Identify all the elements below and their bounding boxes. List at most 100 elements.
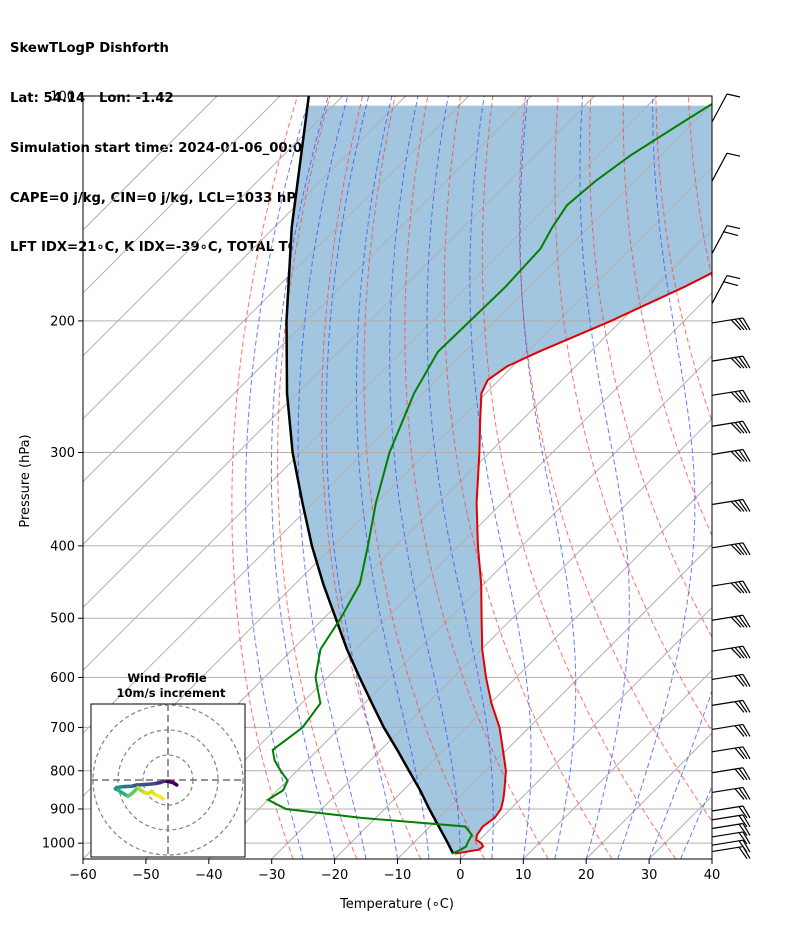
barb-flag <box>730 544 742 556</box>
barb-flag <box>738 832 748 845</box>
temperature-line <box>454 271 712 855</box>
barb-flag <box>730 500 742 512</box>
wind-barb <box>711 822 751 836</box>
barb-flag <box>734 788 745 800</box>
dry-adiabat <box>481 96 677 859</box>
barb-flag <box>722 281 739 287</box>
isotherm-line <box>271 417 712 859</box>
dry-adiabat <box>622 96 712 537</box>
barb-flag <box>742 839 751 853</box>
x-tick-label: −20 <box>321 868 348 883</box>
isotherm-line <box>711 858 712 859</box>
barb-flag <box>726 93 741 98</box>
barb-shaft <box>711 786 744 794</box>
moist-adiabat <box>297 96 367 859</box>
barb-flag <box>738 674 748 687</box>
isotherm-line <box>83 96 344 357</box>
isotherm-line <box>397 543 712 859</box>
dry-adiabat <box>554 96 712 733</box>
barb-flag <box>734 391 745 403</box>
barb-flag <box>742 787 751 800</box>
barb-flag <box>726 275 741 280</box>
barb-flag <box>738 806 748 819</box>
x-tick-label: 40 <box>704 868 721 883</box>
barb-shaft <box>711 420 744 427</box>
barb-flag <box>742 449 751 462</box>
wind-barb <box>711 746 751 760</box>
dry-adiabat <box>443 96 613 859</box>
dry-adiabat <box>721 96 794 859</box>
barb-flag <box>742 390 751 403</box>
x-tick-label: −50 <box>132 868 159 883</box>
barb-flag <box>742 700 751 713</box>
wind-barb <box>711 786 751 800</box>
barb-flag <box>738 768 748 781</box>
barb-flag <box>738 815 748 828</box>
y-tick-label: 800 <box>50 764 75 779</box>
x-tick-label: 20 <box>578 868 595 883</box>
barb-shaft <box>711 355 744 362</box>
barb-shaft <box>711 723 744 731</box>
barb-flag <box>738 724 748 737</box>
wind-barb <box>711 224 741 254</box>
barb-flag <box>742 542 751 556</box>
wind-barb <box>711 846 751 859</box>
barb-flag <box>730 450 742 462</box>
moist-adiabat <box>711 857 712 859</box>
barb-flag <box>742 614 751 628</box>
barb-flag <box>730 582 742 594</box>
barb-flag <box>734 768 745 781</box>
barb-flag <box>730 391 742 403</box>
dewpoint-line <box>265 102 712 855</box>
barb-shaft <box>711 93 728 123</box>
barb-flag <box>730 647 742 659</box>
wind-barb <box>711 420 751 434</box>
title-coordinates: Lat: 54.14 Lon: -1.42 <box>10 90 174 106</box>
barb-flag <box>742 420 751 434</box>
barb-flag <box>738 747 748 760</box>
barb-flag <box>738 356 748 369</box>
barb-flag <box>734 616 745 628</box>
barb-flag <box>742 724 751 737</box>
moist-adiabat <box>469 96 532 859</box>
barb-flag <box>742 831 751 845</box>
barb-flag <box>742 580 751 594</box>
moist-adiabat <box>648 689 712 859</box>
y-tick-label: 300 <box>50 446 75 461</box>
barb-shaft <box>711 275 728 304</box>
wind-barb <box>711 355 751 369</box>
y-tick-label: 500 <box>50 612 75 627</box>
barb-shaft <box>711 580 744 587</box>
barb-shaft <box>711 614 744 621</box>
x-tick-label: −10 <box>384 868 411 883</box>
y-tick-label: 400 <box>50 539 75 554</box>
barb-flag <box>730 357 742 369</box>
barb-flag <box>734 725 745 737</box>
barb-flag <box>734 356 745 369</box>
barb-flag <box>738 787 748 800</box>
barb-shaft <box>711 805 744 812</box>
moist-adiabat <box>519 96 577 859</box>
wind-barb <box>711 767 751 781</box>
dry-adiabat <box>754 96 794 859</box>
barb-flag <box>726 224 741 230</box>
x-tick-label: 0 <box>456 868 464 883</box>
barb-shaft <box>711 814 744 821</box>
barb-shaft <box>711 673 744 681</box>
y-tick-label: 900 <box>50 802 75 817</box>
wind-barb <box>711 805 751 819</box>
barb-flag <box>738 846 748 859</box>
barb-flag <box>742 746 751 760</box>
barb-flag <box>734 543 745 556</box>
barb-shaft <box>711 822 744 830</box>
wind-barb <box>711 317 751 331</box>
wind-barb <box>711 498 751 512</box>
dry-adiabat <box>363 96 485 859</box>
wind-barb <box>711 645 751 659</box>
barb-flag <box>730 422 742 434</box>
barb-shaft <box>711 225 728 254</box>
barb-flag <box>738 700 748 713</box>
barb-flag <box>738 823 748 836</box>
isotherm-line <box>83 96 218 231</box>
wind-barb <box>711 93 741 123</box>
